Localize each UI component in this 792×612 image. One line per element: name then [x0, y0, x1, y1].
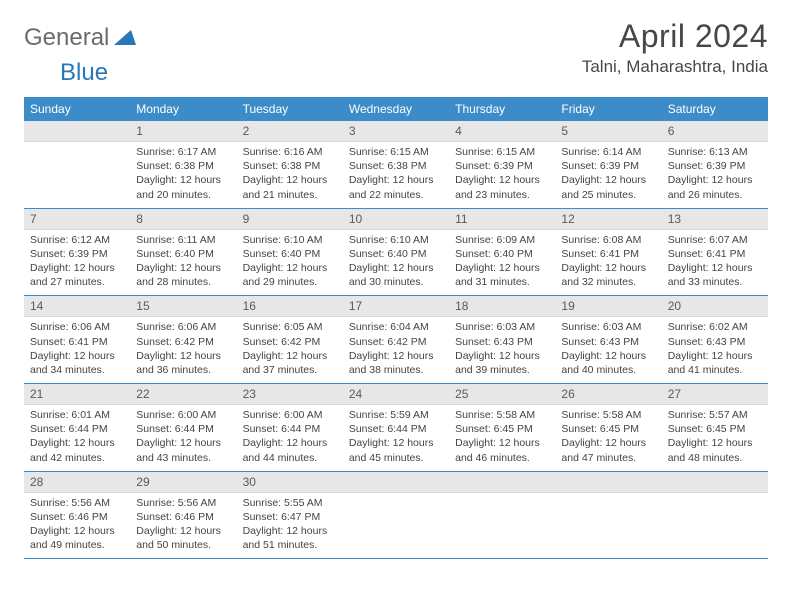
date-num: [449, 472, 555, 493]
date-cell: [343, 492, 449, 559]
date-num: 21: [24, 384, 130, 405]
date-cell: Sunrise: 6:10 AMSunset: 6:40 PMDaylight:…: [237, 229, 343, 296]
date-cell: Sunrise: 6:06 AMSunset: 6:42 PMDaylight:…: [130, 317, 236, 384]
date-num: 13: [662, 209, 768, 230]
date-cell: [662, 492, 768, 559]
date-num: 1: [130, 121, 236, 142]
date-num-row: 7 8 9 10 11 12 13: [24, 209, 768, 230]
date-num: 5: [555, 121, 661, 142]
date-num: 18: [449, 296, 555, 317]
logo: General: [24, 18, 138, 52]
date-cell: Sunrise: 6:11 AMSunset: 6:40 PMDaylight:…: [130, 229, 236, 296]
logo-text-blue: Blue: [60, 59, 792, 87]
logo-triangle-icon: [114, 27, 136, 50]
date-num: 17: [343, 296, 449, 317]
date-num: 8: [130, 209, 236, 230]
date-num: 7: [24, 209, 130, 230]
date-cell: Sunrise: 5:57 AMSunset: 6:45 PMDaylight:…: [662, 405, 768, 472]
date-num: [555, 472, 661, 493]
date-num: 26: [555, 384, 661, 405]
date-cell: Sunrise: 6:03 AMSunset: 6:43 PMDaylight:…: [555, 317, 661, 384]
date-num: 27: [662, 384, 768, 405]
date-num: 4: [449, 121, 555, 142]
date-cell: Sunrise: 5:58 AMSunset: 6:45 PMDaylight:…: [555, 405, 661, 472]
date-cell: Sunrise: 6:15 AMSunset: 6:39 PMDaylight:…: [449, 142, 555, 209]
date-num: 28: [24, 472, 130, 493]
date-cell: Sunrise: 6:00 AMSunset: 6:44 PMDaylight:…: [237, 405, 343, 472]
date-num: 30: [237, 472, 343, 493]
date-body-row: Sunrise: 6:06 AMSunset: 6:41 PMDaylight:…: [24, 317, 768, 384]
date-cell: Sunrise: 6:06 AMSunset: 6:41 PMDaylight:…: [24, 317, 130, 384]
logo-text-general: General: [24, 24, 109, 52]
date-num-row: 14 15 16 17 18 19 20: [24, 296, 768, 317]
date-num: 6: [662, 121, 768, 142]
dayhead-fri: Friday: [555, 97, 661, 121]
date-num-row: 28 29 30: [24, 472, 768, 493]
day-header-row: Sunday Monday Tuesday Wednesday Thursday…: [24, 97, 768, 121]
date-cell: Sunrise: 6:17 AMSunset: 6:38 PMDaylight:…: [130, 142, 236, 209]
date-cell: Sunrise: 5:56 AMSunset: 6:46 PMDaylight:…: [24, 492, 130, 559]
date-body-row: Sunrise: 6:01 AMSunset: 6:44 PMDaylight:…: [24, 405, 768, 472]
date-cell: Sunrise: 6:07 AMSunset: 6:41 PMDaylight:…: [662, 229, 768, 296]
date-cell: Sunrise: 6:14 AMSunset: 6:39 PMDaylight:…: [555, 142, 661, 209]
date-cell: Sunrise: 6:16 AMSunset: 6:38 PMDaylight:…: [237, 142, 343, 209]
date-num: 23: [237, 384, 343, 405]
date-cell: Sunrise: 6:12 AMSunset: 6:39 PMDaylight:…: [24, 229, 130, 296]
date-cell: Sunrise: 6:02 AMSunset: 6:43 PMDaylight:…: [662, 317, 768, 384]
date-num: 9: [237, 209, 343, 230]
date-cell: Sunrise: 5:59 AMSunset: 6:44 PMDaylight:…: [343, 405, 449, 472]
date-cell: Sunrise: 5:55 AMSunset: 6:47 PMDaylight:…: [237, 492, 343, 559]
date-cell: Sunrise: 6:05 AMSunset: 6:42 PMDaylight:…: [237, 317, 343, 384]
date-num: 19: [555, 296, 661, 317]
month-title: April 2024: [582, 18, 768, 55]
date-num: 29: [130, 472, 236, 493]
date-cell: Sunrise: 5:58 AMSunset: 6:45 PMDaylight:…: [449, 405, 555, 472]
date-num: [24, 121, 130, 142]
date-body-row: Sunrise: 6:12 AMSunset: 6:39 PMDaylight:…: [24, 229, 768, 296]
date-cell: Sunrise: 6:15 AMSunset: 6:38 PMDaylight:…: [343, 142, 449, 209]
date-num: 16: [237, 296, 343, 317]
date-cell: [24, 142, 130, 209]
date-num: 20: [662, 296, 768, 317]
date-cell: Sunrise: 6:04 AMSunset: 6:42 PMDaylight:…: [343, 317, 449, 384]
date-num: 25: [449, 384, 555, 405]
date-cell: Sunrise: 6:00 AMSunset: 6:44 PMDaylight:…: [130, 405, 236, 472]
date-num: 11: [449, 209, 555, 230]
date-cell: Sunrise: 6:03 AMSunset: 6:43 PMDaylight:…: [449, 317, 555, 384]
date-num: 15: [130, 296, 236, 317]
date-body-row: Sunrise: 5:56 AMSunset: 6:46 PMDaylight:…: [24, 492, 768, 559]
date-num: 3: [343, 121, 449, 142]
dayhead-sat: Saturday: [662, 97, 768, 121]
dayhead-wed: Wednesday: [343, 97, 449, 121]
date-num: [662, 472, 768, 493]
dayhead-thu: Thursday: [449, 97, 555, 121]
calendar-table: Sunday Monday Tuesday Wednesday Thursday…: [24, 97, 768, 559]
date-cell: Sunrise: 6:01 AMSunset: 6:44 PMDaylight:…: [24, 405, 130, 472]
date-num: 12: [555, 209, 661, 230]
date-cell: Sunrise: 6:13 AMSunset: 6:39 PMDaylight:…: [662, 142, 768, 209]
date-num: 24: [343, 384, 449, 405]
dayhead-sun: Sunday: [24, 97, 130, 121]
date-cell: [555, 492, 661, 559]
date-num: 14: [24, 296, 130, 317]
date-num-row: 21 22 23 24 25 26 27: [24, 384, 768, 405]
date-cell: [449, 492, 555, 559]
date-cell: Sunrise: 5:56 AMSunset: 6:46 PMDaylight:…: [130, 492, 236, 559]
date-cell: Sunrise: 6:09 AMSunset: 6:40 PMDaylight:…: [449, 229, 555, 296]
date-num: 10: [343, 209, 449, 230]
dayhead-mon: Monday: [130, 97, 236, 121]
week-separator: [24, 559, 768, 560]
dayhead-tue: Tuesday: [237, 97, 343, 121]
date-cell: Sunrise: 6:10 AMSunset: 6:40 PMDaylight:…: [343, 229, 449, 296]
date-num: 2: [237, 121, 343, 142]
date-num: 22: [130, 384, 236, 405]
date-num-row: 1 2 3 4 5 6: [24, 121, 768, 142]
date-num: [343, 472, 449, 493]
date-body-row: Sunrise: 6:17 AMSunset: 6:38 PMDaylight:…: [24, 142, 768, 209]
date-cell: Sunrise: 6:08 AMSunset: 6:41 PMDaylight:…: [555, 229, 661, 296]
